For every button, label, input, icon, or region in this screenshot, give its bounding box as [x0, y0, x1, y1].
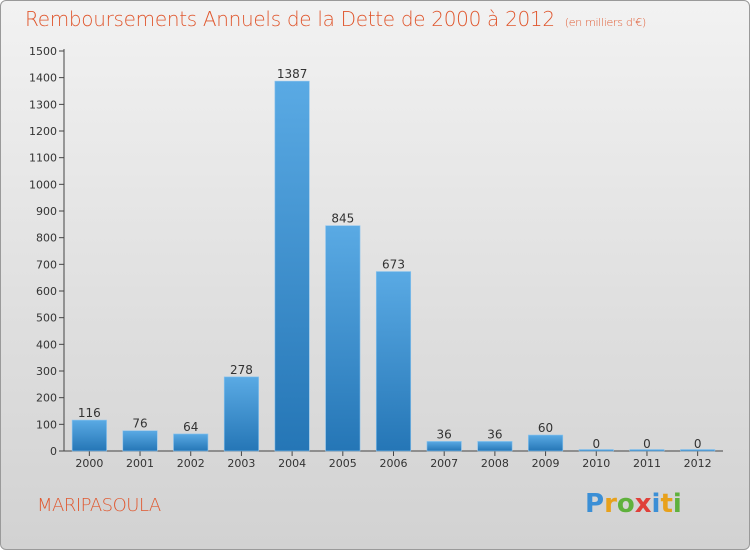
y-tick-label: 300	[36, 365, 57, 378]
logo-letter: r	[604, 489, 617, 519]
x-tick-label: 2008	[481, 457, 509, 470]
axes: 0100200300400500600700800900100011001200…	[29, 45, 723, 470]
bar	[274, 80, 310, 452]
x-tick-label: 2002	[177, 457, 205, 470]
y-tick-label: 1200	[29, 125, 57, 138]
bar	[629, 449, 665, 452]
data-label: 36	[437, 427, 452, 441]
bar	[426, 441, 462, 452]
y-tick-label: 600	[36, 285, 57, 298]
y-tick-label: 1100	[29, 152, 57, 165]
bar	[71, 419, 107, 452]
data-label: 0	[694, 437, 702, 451]
data-label: 0	[592, 437, 600, 451]
logo-letter: i	[651, 489, 661, 519]
x-tick-label: 2005	[329, 457, 357, 470]
bar	[122, 430, 158, 452]
y-tick-label: 1300	[29, 98, 57, 111]
x-tick-label: 2003	[227, 457, 255, 470]
x-tick-label: 2004	[278, 457, 306, 470]
x-tick-label: 2011	[633, 457, 661, 470]
x-tick-label: 2010	[582, 457, 610, 470]
data-label: 845	[331, 212, 354, 226]
y-tick-label: 200	[36, 392, 57, 405]
x-tick-label: 2000	[75, 457, 103, 470]
y-tick-label: 1500	[29, 45, 57, 58]
x-tick-label: 2001	[126, 457, 154, 470]
x-tick-label: 2009	[532, 457, 560, 470]
y-tick-label: 0	[50, 445, 57, 458]
y-tick-label: 900	[36, 205, 57, 218]
logo-letter: t	[660, 489, 673, 519]
data-label: 60	[538, 421, 553, 435]
y-tick-label: 1000	[29, 178, 57, 191]
data-label: 278	[230, 363, 253, 377]
bar	[173, 433, 209, 452]
logo-letter: P	[585, 489, 605, 519]
bar	[375, 271, 412, 452]
logo-letter: i	[672, 489, 682, 519]
bar	[680, 449, 716, 452]
chart-title-text: Remboursements Annuels de la Dette de 20…	[25, 7, 555, 31]
y-tick-label: 100	[36, 418, 57, 431]
x-tick-label: 2012	[684, 457, 712, 470]
x-tick-label: 2007	[430, 457, 458, 470]
commune-name: MARIPASOULA	[37, 495, 161, 516]
y-tick-label: 400	[36, 338, 57, 351]
data-label: 0	[643, 437, 651, 451]
x-tick-label: 2006	[380, 457, 408, 470]
data-label: 76	[132, 417, 147, 431]
y-tick-label: 800	[36, 232, 57, 245]
y-tick-label: 500	[36, 312, 57, 325]
bar	[325, 225, 361, 452]
bar	[528, 434, 564, 452]
data-label: 1387	[277, 67, 308, 81]
proxiti-logo: Proxiti	[585, 489, 682, 519]
chart-title: Remboursements Annuels de la Dette de 20…	[25, 7, 646, 31]
data-label: 36	[487, 427, 502, 441]
y-tick-label: 1400	[29, 72, 57, 85]
data-label: 673	[382, 258, 405, 272]
data-label: 116	[78, 406, 101, 420]
chart-subtitle: (en milliers d'€)	[564, 16, 646, 29]
logo-letter: o	[616, 489, 635, 519]
bar	[578, 449, 614, 452]
labels-group: 116 76 64 278 1387 845 673 36 36 60 0 0 0	[78, 67, 702, 451]
bars-group	[71, 80, 716, 452]
bar	[477, 441, 513, 452]
bar	[223, 376, 259, 452]
logo-letter: x	[634, 489, 652, 519]
data-label: 64	[183, 420, 198, 434]
y-tick-label: 700	[36, 258, 57, 271]
